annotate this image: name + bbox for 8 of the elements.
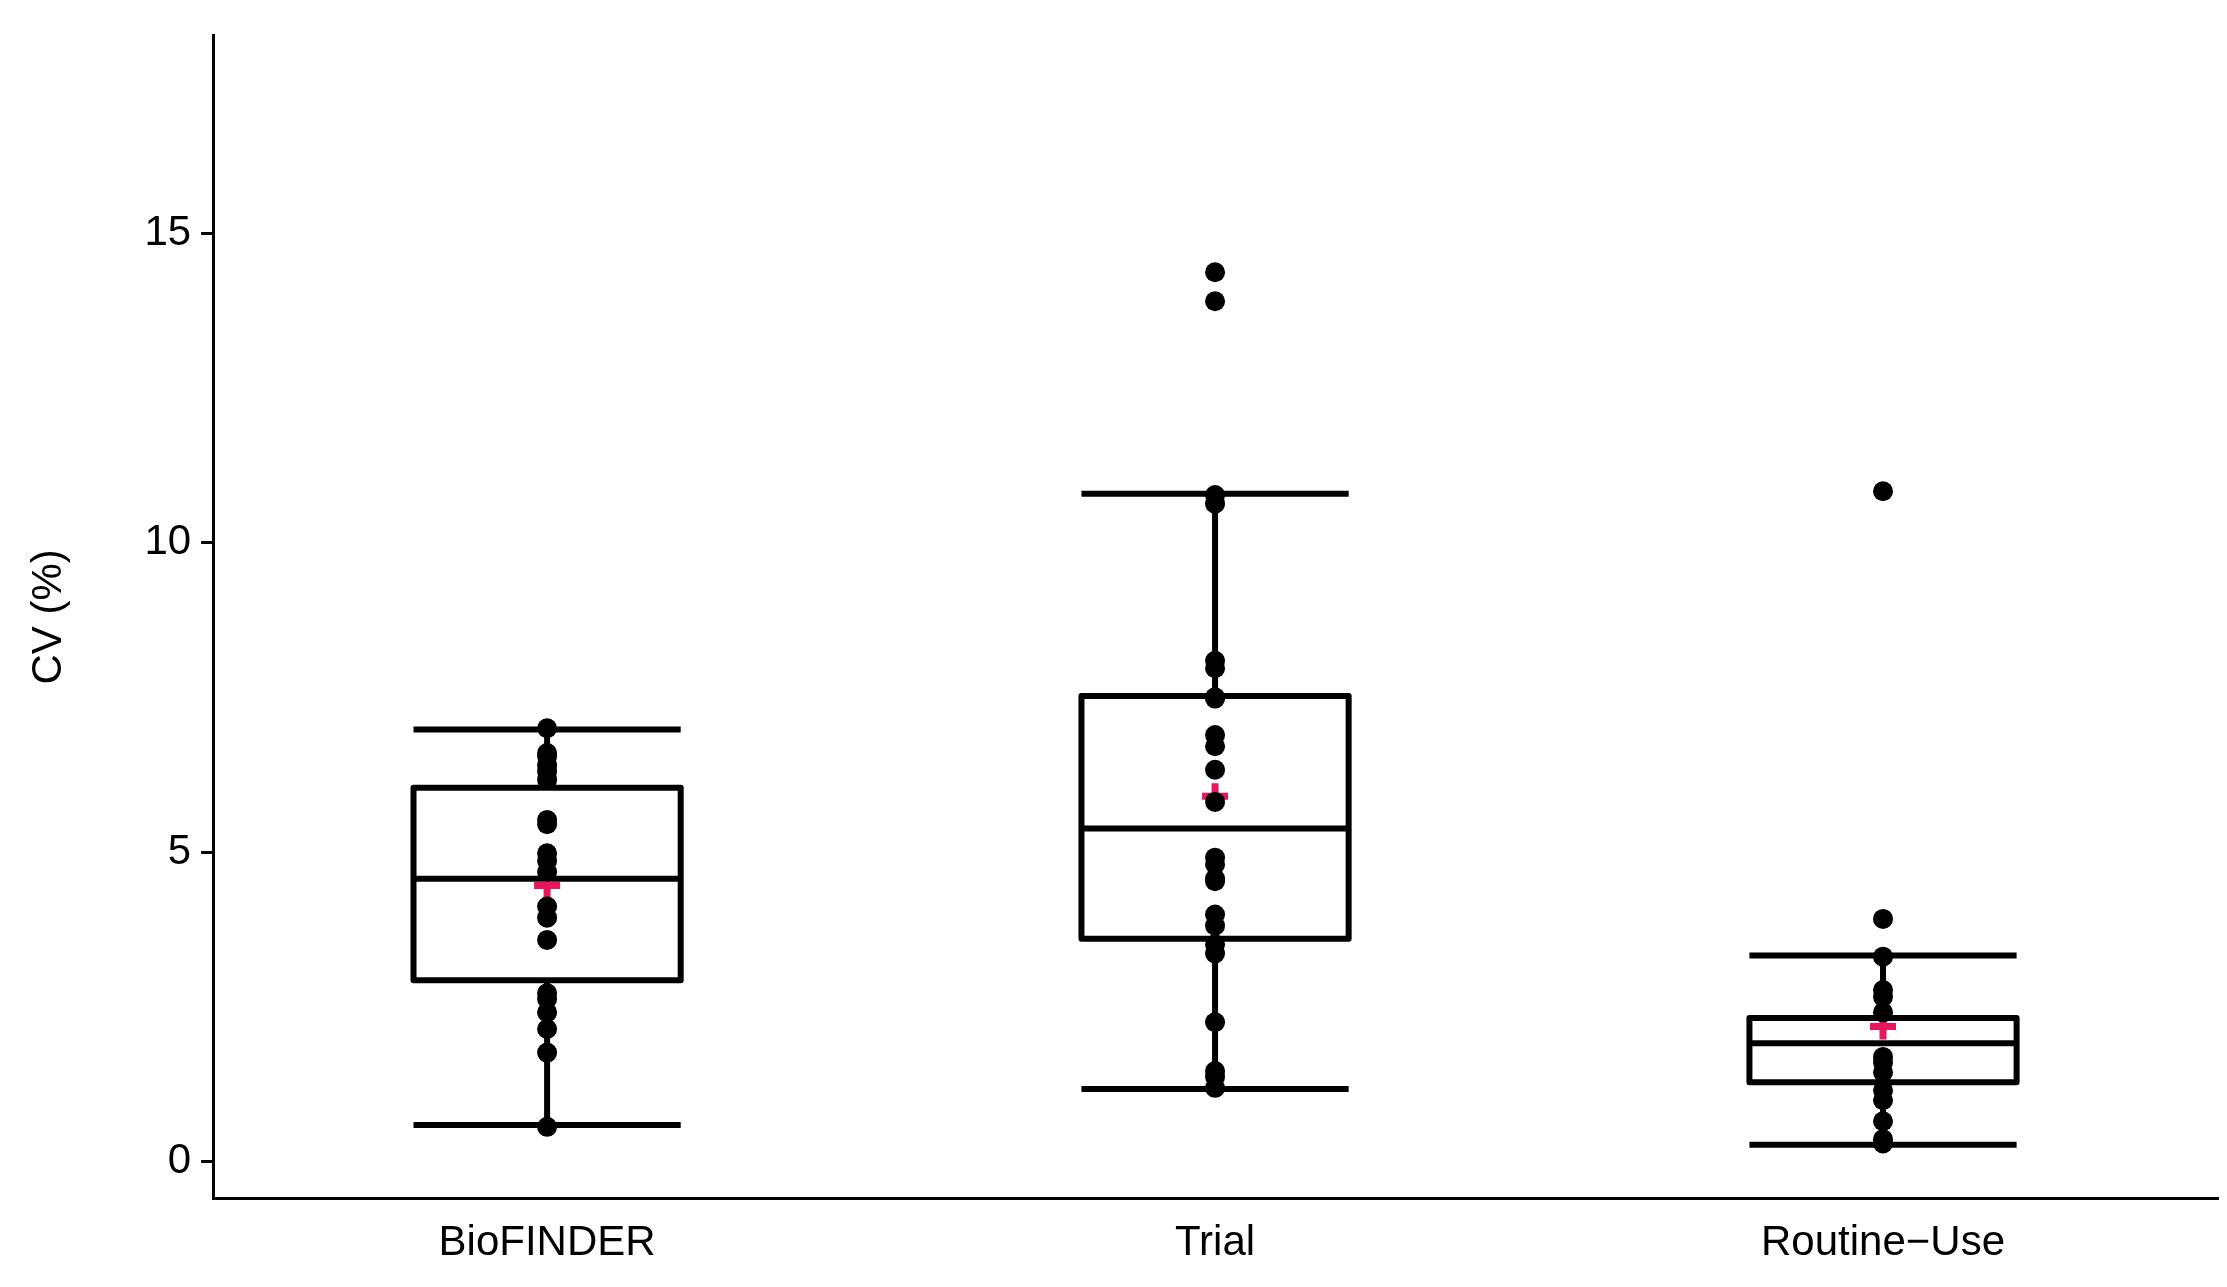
y-tick-label: 0 [167,1135,192,1183]
x-tick-label: Routine−Use [1761,1217,2006,1265]
y-tick-label: 15 [144,206,192,254]
y-tick-label: 10 [144,516,192,564]
x-tick-label: Trial [1175,1217,1256,1265]
y-tick-label: 5 [167,825,192,873]
x-tick-label: BioFINDER [438,1217,656,1265]
y-axis-title: CV (%) [22,549,70,685]
